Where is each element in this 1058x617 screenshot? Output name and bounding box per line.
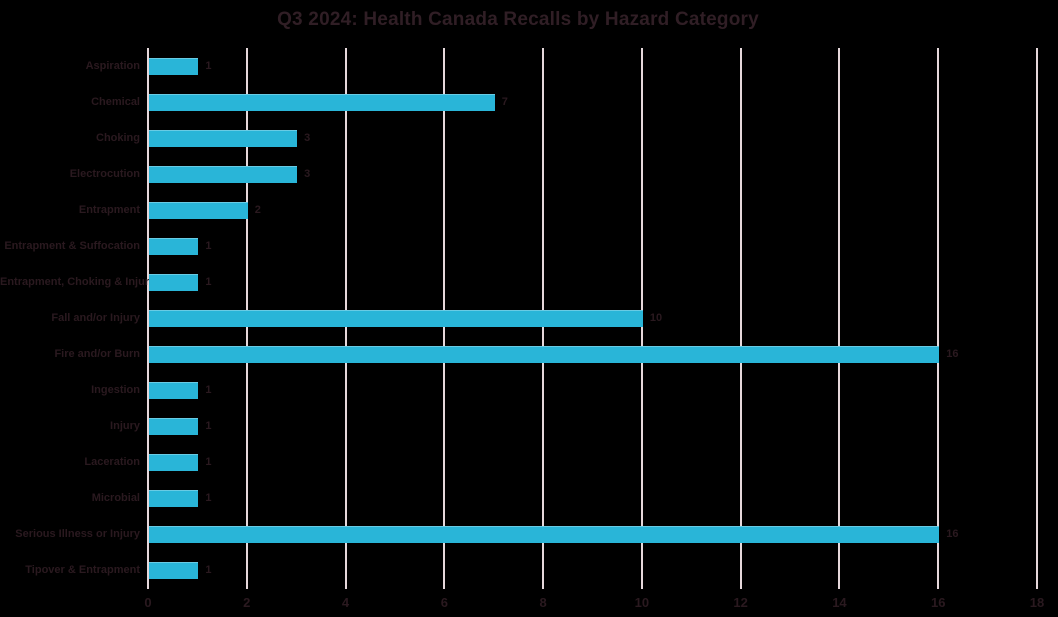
- x-tick-label: 16: [930, 595, 946, 610]
- category-label: Tipover & Entrapment: [25, 564, 140, 577]
- bar: [149, 346, 940, 364]
- category-label: Fire and/or Burn: [54, 348, 140, 361]
- x-tick-label: 0: [144, 595, 152, 610]
- category-label: Entrapment & Suffocation: [4, 239, 140, 252]
- x-tick-label: 6: [440, 595, 448, 610]
- bar: [149, 57, 199, 75]
- category-label: Fall and/or Injury: [51, 312, 140, 324]
- bar-value-label: 1: [205, 420, 212, 433]
- category-label: Choking: [96, 131, 140, 144]
- gridline: [937, 48, 940, 589]
- bar-value-label: 3: [304, 131, 311, 144]
- x-tick-label: 2: [243, 595, 251, 610]
- bar-value-label: 1: [205, 384, 212, 397]
- category-label: Chemical: [91, 95, 140, 108]
- bar-value-label: 1: [205, 275, 212, 288]
- category-label: Microbial: [91, 492, 140, 505]
- bar-value-label: 7: [501, 95, 508, 108]
- gridline: [1036, 48, 1038, 589]
- bar-value-label: 16: [946, 348, 959, 361]
- bar-value-label: 3: [304, 167, 311, 180]
- bar: [149, 454, 199, 472]
- bar: [149, 418, 199, 436]
- category-label: Injury: [110, 420, 140, 433]
- x-tick-label: 18: [1029, 595, 1045, 610]
- x-tick-label: 12: [733, 595, 748, 610]
- bar: [149, 562, 199, 580]
- bar-value-label: 1: [205, 239, 212, 252]
- category-label: Laceration: [84, 456, 140, 469]
- bar-value-label: 1: [205, 456, 212, 469]
- category-label: Aspiration: [85, 59, 140, 72]
- category-label: Serious Illness or Injury: [15, 528, 140, 541]
- bar: [149, 93, 495, 111]
- x-tick-label: 10: [634, 595, 650, 610]
- bar: [149, 129, 298, 147]
- category-label: Entrapment: [78, 203, 140, 216]
- category-label: Entrapment, Choking & Injury: [0, 275, 156, 288]
- chart-title: Q3 2024: Health Canada Recalls by Hazard…: [277, 9, 759, 30]
- bar: [149, 382, 199, 400]
- gridline: [838, 48, 841, 589]
- bar: [149, 201, 248, 219]
- gridline: [739, 48, 742, 589]
- bar: [149, 165, 298, 183]
- category-label: Ingestion: [91, 384, 140, 397]
- bar: [149, 526, 940, 544]
- bar: [149, 490, 199, 508]
- category-label: Electrocution: [69, 167, 140, 180]
- x-tick-label: 4: [341, 595, 350, 610]
- x-tick-label: 14: [832, 595, 847, 610]
- bar: [149, 273, 199, 291]
- bar-value-label: 1: [205, 492, 212, 505]
- bar: [149, 310, 643, 327]
- bar-value-label: 2: [254, 203, 261, 216]
- gridline: [147, 48, 149, 589]
- x-tick-label: 8: [539, 595, 547, 610]
- bar-value-label: 10: [649, 312, 663, 324]
- bar-value-label: 1: [205, 59, 212, 72]
- bar-value-label: 16: [946, 528, 959, 541]
- bar-value-label: 1: [205, 564, 212, 577]
- bar: [149, 237, 199, 255]
